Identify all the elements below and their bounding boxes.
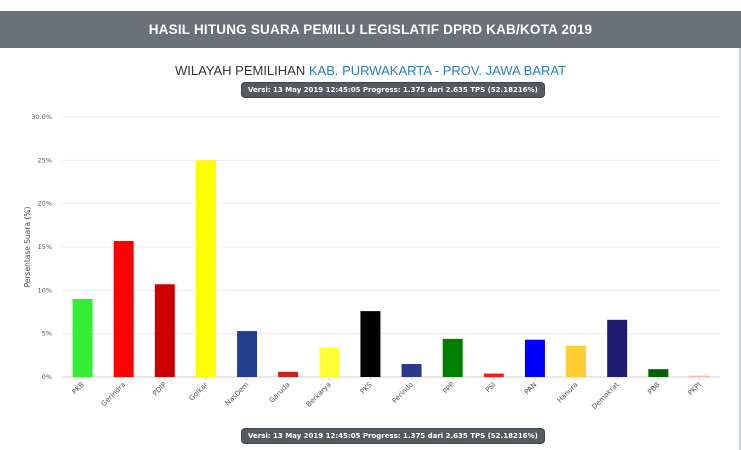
bar-perindo[interactable] <box>401 364 422 377</box>
version-badge-top: Versi: 13 May 2019 12:45:05 Progress: 1.… <box>242 83 544 97</box>
bar-pkpi[interactable] <box>689 375 710 377</box>
bar-golkar[interactable] <box>195 160 216 377</box>
bar-demokrat[interactable] <box>607 319 628 377</box>
page-title: HASIL HITUNG SUARA PEMILU LEGISLATIF DPR… <box>148 22 593 37</box>
x-tick-label: Hanura <box>556 381 580 405</box>
y-tick-label: 0% <box>42 373 52 381</box>
x-tick-label: PKS <box>359 380 374 395</box>
x-tick-label: Perindo <box>391 381 415 405</box>
y-tick-label: 5% <box>42 330 52 338</box>
y-tick-label: 30.0% <box>31 113 52 121</box>
y-tick-label: 20% <box>38 200 52 208</box>
x-tick-label: Demokrat <box>590 381 620 411</box>
y-tick-label: 25% <box>38 156 52 164</box>
version-badge-bottom: Versi: 13 May 2019 12:45:05 Progress: 1.… <box>242 429 544 443</box>
x-tick-label: PDIP <box>151 381 168 398</box>
y-axis-ticks: 0% 5% 10% 15% 20% 25% 30.0% <box>31 113 52 381</box>
y-tick-label: 15% <box>38 243 52 251</box>
bar-pbb[interactable] <box>648 369 669 377</box>
region-heading: WILAYAH PEMILIHAN KAB. PURWAKARTA - PROV… <box>0 63 741 78</box>
bar-berkarya[interactable] <box>319 347 340 377</box>
vote-bar-chart: 0% 5% 10% 15% 20% 25% 30.0% Persentase Suara (… <box>23 113 720 411</box>
page-header: HASIL HITUNG SUARA PEMILU LEGISLATIF DPR… <box>0 11 741 48</box>
x-tick-label: Golkar <box>188 381 210 403</box>
panel-border <box>739 48 741 450</box>
x-tick-label: PBB <box>646 381 662 397</box>
x-axis-ticks: PKB Gerindra PDIP Golkar NasDem Garuda Berkary… <box>71 377 703 411</box>
bar-hanura[interactable] <box>566 345 587 377</box>
x-tick-label: PAN <box>523 381 538 396</box>
region-label: WILAYAH PEMILIHAN <box>174 63 306 78</box>
top-band <box>0 0 741 11</box>
y-tick-label: 10% <box>38 286 52 294</box>
bar-garuda[interactable] <box>278 371 299 377</box>
x-tick-label: Berkarya <box>305 381 333 409</box>
x-tick-label: PKPI <box>687 381 703 397</box>
bar-pks[interactable] <box>360 311 381 377</box>
x-tick-label: NasDem <box>224 381 251 408</box>
bar-gerindra[interactable] <box>113 240 134 377</box>
x-tick-label: PSI <box>484 381 497 394</box>
bar-pan[interactable] <box>524 339 545 377</box>
bar-pdip[interactable] <box>154 284 175 377</box>
region-value[interactable]: KAB. PURWAKARTA - PROV. JAWA BARAT <box>308 63 567 78</box>
bar-pkb[interactable] <box>72 299 93 377</box>
x-tick-label: Gerindra <box>100 381 127 408</box>
bar-psi[interactable] <box>483 373 504 377</box>
bar-ppp[interactable] <box>442 338 463 377</box>
chart-bars <box>72 160 710 377</box>
bar-nasdem[interactable] <box>237 331 258 377</box>
x-tick-label: PKB <box>71 381 86 396</box>
y-axis-label: Persentase Suara (%) <box>23 207 32 288</box>
x-tick-label: PPP <box>441 381 456 396</box>
x-tick-label: Garuda <box>268 381 292 405</box>
